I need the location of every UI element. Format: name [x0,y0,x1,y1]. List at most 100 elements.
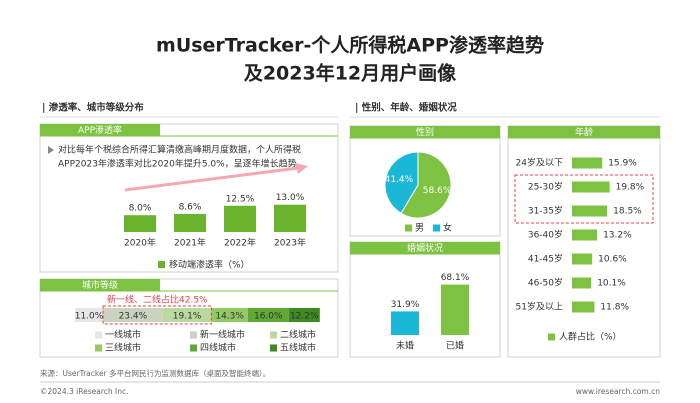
legend-swatch [95,344,102,352]
panel-header [350,242,500,254]
value-label: 8.0% [129,204,152,214]
panel-title: 年龄 [575,126,593,138]
panel [349,241,501,358]
copyright: ©2024.3 iResearch Inc. [40,387,128,396]
value-label: 10.1% [597,279,626,289]
y-tick-label: 46-50岁 [528,277,563,289]
bar [124,215,156,232]
title-line: 及2023年12月用户画像 [244,62,457,85]
highlight-box [102,305,212,325]
panel-title: 婚姻状况 [407,242,443,254]
x-tick-label: 2023年 [274,237,306,249]
legend-label: 五线城市 [280,342,316,354]
annotation: 新一线、二线占比42.5% [107,294,208,306]
section-heading: | 渗透率、城市等级分布 [42,102,144,114]
y-tick-label: 24岁及以下 [516,157,563,169]
bar-segment [103,308,163,322]
value-label: 14.3% [215,312,244,322]
bar [572,205,608,217]
legend-swatch [270,344,277,352]
value-label: 11.8% [600,303,629,313]
bar [572,301,595,313]
bar [572,229,598,241]
bar-segment [211,308,248,322]
note-bullet [48,146,54,154]
section-heading: | 性别、年龄、婚姻状况 [355,102,457,114]
x-tick-label: 已婚 [446,340,464,352]
note: 对比每年个税综合所得汇算清缴高峰期月度数据，个人所得税 [58,144,301,156]
panel-header [508,126,660,138]
value-label: 11.0% [75,312,104,322]
value-label: 12.2% [290,312,319,322]
x-tick-label: 未婚 [396,340,414,352]
bar [391,311,419,335]
bar [174,213,206,232]
value-label: 68.1% [441,273,470,283]
y-tick-label: 41-45岁 [528,253,563,265]
value-label: 10.6% [598,255,627,265]
value-label: 41.4% [385,175,414,185]
trend-arrowhead [295,163,308,174]
note: APP2023年渗透率对比2020年提升5.0%，呈逐年增长趋势 [58,158,297,170]
legend-swatch [548,333,555,341]
legend-label: 三线城市 [105,342,141,354]
legend-label: 移动端渗透率（%） [169,259,250,271]
value-label: 31.9% [391,300,420,310]
bar [224,205,256,232]
highlight-box [514,174,654,224]
legend-label: 二线城市 [280,329,316,341]
bar [441,284,469,335]
legend-swatch [158,261,165,268]
value-label: 58.6% [423,186,452,196]
y-tick-label: 31-35岁 [528,205,563,217]
x-tick-label: 2022年 [224,237,256,249]
legend-swatch [270,331,277,339]
value-label: 23.4% [119,312,148,322]
pie-slice [384,151,419,214]
legend-swatch [433,224,440,232]
bar-segment [247,308,289,322]
legend-swatch [405,224,412,232]
value-label: 8.6% [179,202,202,212]
y-tick-label: 51岁及以上 [516,301,563,313]
value-label: 12.5% [226,194,255,204]
trend-arrow [124,166,299,192]
x-tick-label: 2020年 [124,237,156,249]
bar [572,253,593,265]
source: 来源：UserTracker 多平台网民行为监测数据库（桌面及智能终端）。 [40,368,270,378]
legend-label: 人群占比（%） [559,331,622,343]
value-label: 19.8% [616,183,645,193]
panel-header [40,279,160,291]
legend-swatch [190,331,197,339]
value-label: 13.0% [276,193,305,203]
panel-title: 性别 [416,126,434,138]
y-tick-label: 25-30岁 [528,181,563,193]
bar [572,157,603,169]
value-label: 19.1% [173,312,202,322]
value-label: 18.5% [613,207,642,217]
panel-header [40,124,160,136]
bar-segment [288,308,320,322]
legend-label: 新一线城市 [200,329,245,341]
legend-label: 女 [443,222,452,234]
title-line: mUserTracker-个人所得税APP渗透率趋势 [156,34,544,57]
legend-label: 一线城市 [105,329,141,341]
legend-label: 男 [415,223,424,234]
x-tick-label: 2021年 [174,237,206,249]
value-label: 13.2% [603,231,632,241]
panel [39,123,339,273]
bar [274,204,306,232]
panel-title: APP渗透率 [78,124,122,136]
legend-swatch [190,344,197,352]
bar-segment [162,308,212,322]
legend-swatch [95,331,102,339]
bar-segment [75,308,104,322]
legend-label: 四线城市 [200,342,236,354]
pie-slice [400,151,452,219]
value-label: 15.9% [608,159,637,169]
url: www.iresearch.com.cn [576,387,661,396]
panel-title: 城市等级 [82,279,118,291]
y-tick-label: 36-40岁 [528,229,563,241]
panel-header [350,126,500,138]
